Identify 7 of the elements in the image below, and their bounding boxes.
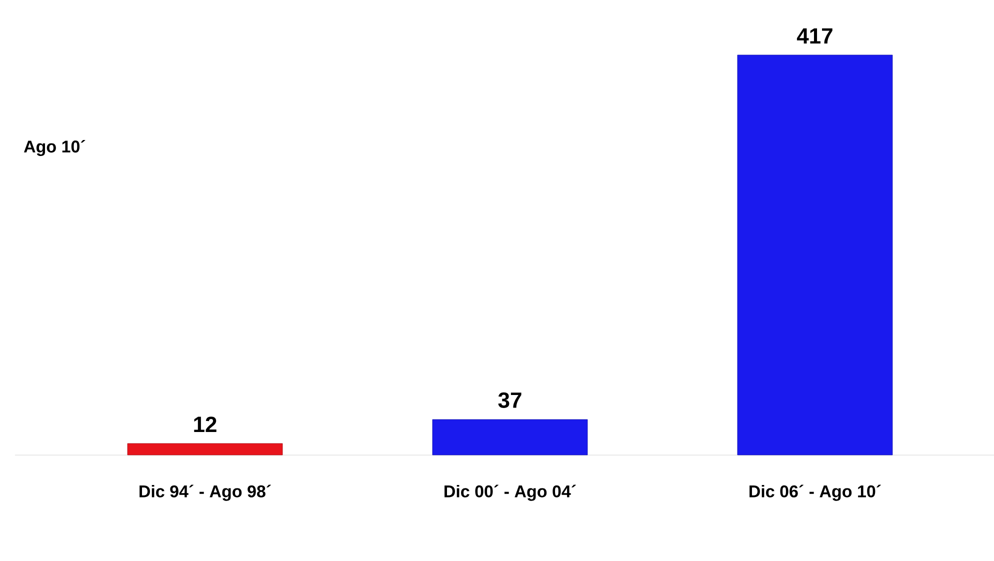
x-tick-label: Dic 94´ - Ago 98´ — [140, 484, 271, 501]
data-label: 12 — [194, 416, 216, 432]
annotation: Ago 10´ — [24, 140, 86, 156]
x-tick-label: Dic 06´ - Ago 10´ — [750, 484, 881, 501]
data-label: 37 — [498, 392, 522, 408]
data-label: 417 — [796, 28, 832, 44]
x-tick-label: Dic 00´ - Ago 04´ — [444, 484, 576, 501]
